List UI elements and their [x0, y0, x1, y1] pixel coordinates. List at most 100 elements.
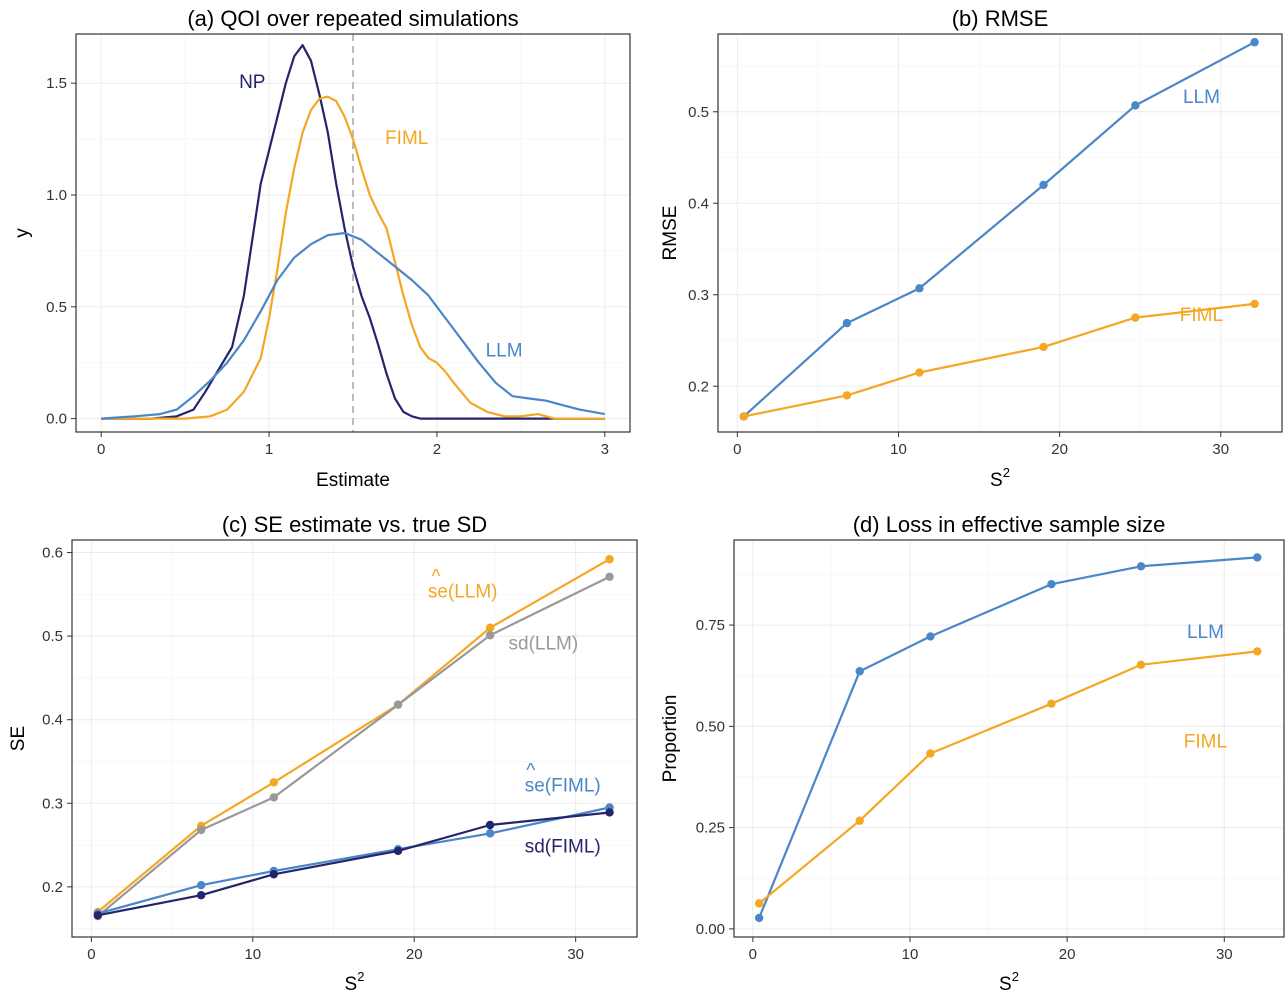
y-tick-label: 0.0 [46, 411, 67, 428]
series-fiml: FIML [739, 299, 1259, 421]
panel-c-se-plot: se(LLM)^sd(LLM)se(FIML)^sd(FIML)0 10 20 300… [8, 512, 638, 995]
series-llm: LLM [101, 231, 605, 420]
series-label: sd(LLM) [509, 633, 579, 654]
series-se-fiml-: se(FIML)^ [93, 761, 614, 918]
x-tick-label: 10 [890, 441, 907, 458]
data-point [754, 899, 764, 908]
y-tick-label: 0.6 [42, 545, 63, 562]
y-tick-label: 0.3 [42, 795, 63, 812]
y-tick-label: 0.4 [42, 712, 63, 729]
x-tick-label: 20 [1059, 946, 1076, 963]
axis-ticks: 0 10 20 30 0.00 0.25 0.50 0.75 [696, 617, 1233, 963]
series-llm: LLM [739, 38, 1259, 421]
x-tick-label: 0 [97, 441, 105, 458]
x-axis-label: Estimate [316, 470, 390, 491]
series-llm: LLM [754, 553, 1262, 923]
x-tick-label: 20 [406, 946, 423, 963]
x-axis-label-superscript: 2 [1003, 465, 1010, 480]
data-point [1039, 342, 1048, 352]
series-line [97, 806, 610, 915]
y-tick-label: 0.3 [688, 287, 709, 304]
series-label: LLM [1187, 622, 1224, 643]
data-point [855, 816, 864, 825]
series-label: se(FIML) [525, 776, 601, 797]
grid-lines [72, 540, 637, 937]
series-label: FIML [1184, 732, 1227, 753]
x-axis-label: S2 [999, 969, 1019, 995]
series-se-llm-: se(LLM)^ [93, 555, 614, 917]
data-point [1136, 660, 1146, 669]
x-tick-label: 10 [244, 946, 261, 963]
panel-title: (d) Loss in effective sample size [853, 512, 1166, 537]
data-point [1253, 553, 1262, 562]
data-point [269, 778, 278, 787]
y-axis-label: RMSE [660, 206, 681, 261]
y-tick-label: 0.25 [696, 820, 725, 837]
x-axis-label: S2 [345, 969, 365, 995]
x-tick-label: 3 [601, 441, 609, 458]
data-point [605, 572, 614, 581]
series-sd-fiml-: sd(FIML) [93, 808, 614, 920]
series-line [101, 95, 605, 420]
data-point [605, 808, 614, 817]
data-point [196, 891, 206, 900]
grid-lines [734, 540, 1284, 937]
data-point [196, 825, 206, 835]
hat-accent: ^ [431, 567, 440, 588]
data-point [485, 820, 495, 830]
x-axis-label-superscript: 2 [1012, 969, 1019, 984]
panel-border [717, 33, 1283, 433]
y-tick-label: 0.75 [696, 617, 725, 634]
x-tick-label: 30 [567, 946, 584, 963]
data-point [1131, 313, 1140, 322]
series-np: NP [101, 44, 605, 420]
data-point [842, 318, 852, 328]
series-line [743, 302, 1255, 418]
y-tick-label: 0.5 [46, 299, 67, 316]
x-tick-label: 0 [733, 441, 741, 458]
x-tick-label: 0 [87, 946, 95, 963]
axis-ticks: 0 10 20 30 0.2 0.3 0.4 0.5 0.6 [42, 545, 584, 963]
axis-ticks: 0 10 20 30 0.2 0.3 0.4 0.5 [688, 104, 1229, 458]
y-tick-label: 0.5 [688, 104, 709, 121]
y-tick-label: 0.5 [42, 628, 63, 645]
y-tick-label: 1.0 [46, 187, 67, 204]
data-point [485, 829, 495, 838]
data-point [855, 667, 864, 676]
series-line [758, 556, 1258, 919]
data-point [1047, 579, 1056, 589]
data-point [926, 632, 935, 641]
series-line [101, 44, 605, 420]
data-point [915, 368, 924, 377]
series-fiml: FIML [754, 647, 1262, 908]
x-tick-label: 30 [1212, 441, 1229, 458]
data-point [1250, 299, 1259, 309]
data-point [485, 623, 495, 632]
series-label: sd(FIML) [525, 837, 601, 858]
series-line [97, 811, 610, 917]
panel-d-ess-loss-plot: LLM FIML 0 10 20 30 0.00 0.25 0.50 0.75 (d) Loss i… [660, 512, 1285, 995]
panel-title: (b) RMSE [952, 6, 1049, 31]
y-tick-label: 0.4 [688, 195, 709, 212]
panel-border [71, 539, 638, 938]
data-point [1047, 699, 1056, 708]
series-label: LLM [1183, 87, 1220, 108]
data-point [1131, 101, 1140, 110]
data-point [93, 911, 103, 920]
series-line [101, 231, 605, 420]
panel-title: (c) SE estimate vs. true SD [222, 512, 487, 537]
y-tick-label: 0.2 [688, 378, 709, 395]
data-point [1253, 647, 1262, 656]
series-line [97, 575, 611, 917]
y-tick-label: 0.00 [696, 921, 725, 938]
grid-lines [718, 34, 1282, 433]
y-tick-label: 1.5 [46, 75, 67, 92]
series-sd-llm-: sd(LLM) [93, 572, 614, 921]
data-point [842, 391, 852, 400]
data-point [605, 555, 614, 564]
data-point [926, 749, 935, 758]
data-point [739, 412, 748, 421]
series-line [743, 41, 1256, 418]
x-tick-label: 2 [433, 441, 441, 458]
y-axis-label: SE [8, 726, 29, 751]
